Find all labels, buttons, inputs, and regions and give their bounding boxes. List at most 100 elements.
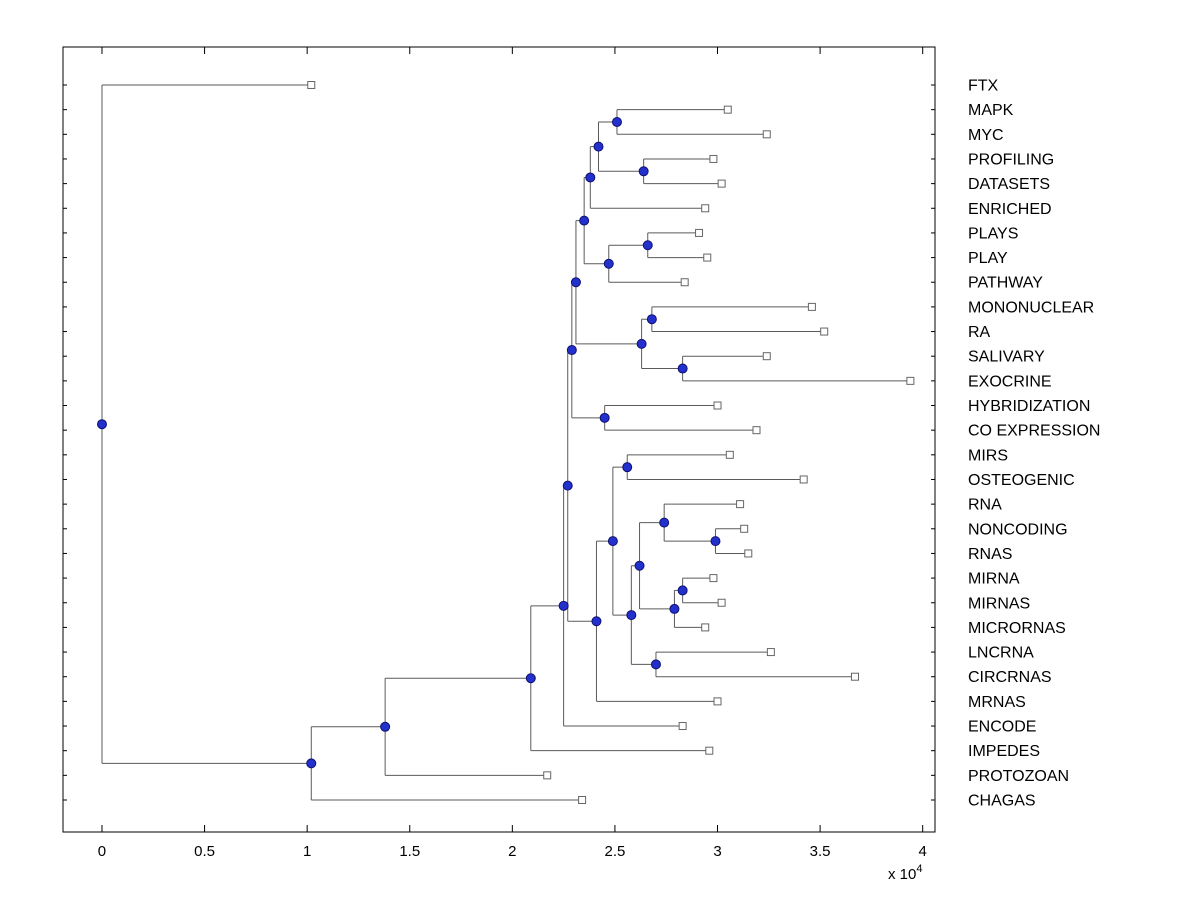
leaf-marker (578, 795, 587, 804)
leaf-label: RNAS (968, 546, 1012, 563)
branch-node-marker (622, 462, 633, 473)
leaf-label: PLAY (968, 250, 1008, 267)
leaf-marker (717, 179, 726, 188)
leaf-marker (713, 697, 722, 706)
leaf-marker (680, 278, 689, 287)
plot-box (62, 46, 936, 833)
branch-node-marker (710, 536, 721, 547)
leaf-marker (543, 771, 552, 780)
leaf-label: MYC (968, 127, 1004, 144)
leaf-marker (752, 426, 761, 435)
leaf-marker (850, 672, 859, 681)
leaf-marker (701, 623, 710, 632)
axis-multiplier-label: x 104 (888, 863, 922, 883)
leaf-label: MIRS (968, 447, 1008, 464)
branch-node-marker (603, 258, 614, 269)
branch-node-marker (638, 166, 649, 177)
leaf-marker (717, 598, 726, 607)
branch-node-marker (579, 215, 590, 226)
branch-node-marker (636, 338, 647, 349)
leaf-marker (762, 352, 771, 361)
x-axis-tick-label: 0 (98, 843, 106, 860)
x-axis-tick-label: 2.5 (604, 843, 625, 860)
leaf-label: FTX (968, 78, 999, 95)
branch-node-marker (646, 314, 657, 325)
leaf-label: MRNAS (968, 694, 1026, 711)
branch-node-marker (591, 616, 602, 627)
leaf-marker (695, 228, 704, 237)
branch-node-marker (642, 240, 653, 251)
x-axis-tick-label: 2 (508, 843, 516, 860)
branch-node-marker (626, 610, 637, 621)
leaf-label: RA (968, 324, 991, 341)
leaf-label: MICRORNAS (968, 620, 1066, 637)
branch-node-marker (380, 721, 391, 732)
leaf-label: PROFILING (968, 151, 1054, 168)
branch-node-marker (558, 600, 569, 611)
leaf-label: MIRNAS (968, 595, 1030, 612)
leaf-label: SALIVARY (968, 349, 1045, 366)
leaf-marker (736, 500, 745, 509)
branch-node-marker (562, 480, 573, 491)
leaf-marker (723, 105, 732, 114)
leaf-label: CO EXPRESSION (968, 423, 1100, 440)
leaf-label: EXOCRINE (968, 373, 1052, 390)
leaf-label: PROTOZOAN (968, 768, 1069, 785)
branch-node-marker (650, 659, 661, 670)
leaf-label: NONCODING (968, 521, 1068, 538)
branch-node-marker (306, 758, 317, 769)
branch-node-marker (96, 419, 107, 430)
leaf-marker (713, 401, 722, 410)
leaf-marker (820, 327, 829, 336)
leaf-marker (762, 130, 771, 139)
leaf-marker (703, 253, 712, 262)
branch-node-marker (611, 116, 622, 127)
leaf-marker (705, 746, 714, 755)
leaf-marker (678, 722, 687, 731)
branch-node-marker (669, 603, 680, 614)
x-axis-tick-label: 4 (919, 843, 927, 860)
branch-node-marker (570, 277, 581, 288)
leaf-label: MIRNA (968, 571, 1020, 588)
leaf-label: IMPEDES (968, 743, 1040, 760)
branch-node-marker (525, 673, 536, 684)
leaf-label: ENCODE (968, 719, 1036, 736)
leaf-marker (725, 450, 734, 459)
x-axis-tick-label: 3 (713, 843, 721, 860)
branch-node-marker (566, 345, 577, 356)
leaf-marker (701, 204, 710, 213)
leaf-marker (906, 376, 915, 385)
leaf-label: RNA (968, 497, 1002, 514)
leaf-label: LNCRNA (968, 645, 1034, 662)
leaf-label: PATHWAY (968, 275, 1043, 292)
leaf-marker (799, 475, 808, 484)
leaf-label: CHAGAS (968, 792, 1036, 809)
branch-node-marker (607, 536, 618, 547)
branch-node-marker (599, 412, 610, 423)
leaf-label: MONONUCLEAR (968, 299, 1094, 316)
leaf-label: PLAYS (968, 225, 1018, 242)
x-axis-tick-label: 3.5 (810, 843, 831, 860)
x-axis-tick-label: 1.5 (399, 843, 420, 860)
leaf-label: HYBRIDIZATION (968, 398, 1090, 415)
leaf-marker (307, 81, 316, 89)
leaf-label: DATASETS (968, 176, 1050, 193)
branch-node-marker (677, 363, 688, 374)
leaf-marker (807, 302, 816, 311)
branch-node-marker (677, 585, 688, 596)
branch-node-marker (585, 172, 596, 183)
leaf-marker (709, 154, 718, 163)
branch-node-marker (634, 560, 645, 571)
leaf-marker (766, 648, 775, 657)
leaf-marker (744, 549, 753, 558)
leaf-marker (709, 574, 718, 583)
branch-node-marker (593, 141, 604, 152)
leaf-label: MAPK (968, 102, 1014, 119)
leaf-label: OSTEOGENIC (968, 472, 1075, 489)
x-axis-tick-label: 1 (303, 843, 311, 860)
leaf-label: CIRCRNAS (968, 669, 1052, 686)
leaf-label: ENRICHED (968, 201, 1052, 218)
branch-node-marker (659, 517, 670, 528)
